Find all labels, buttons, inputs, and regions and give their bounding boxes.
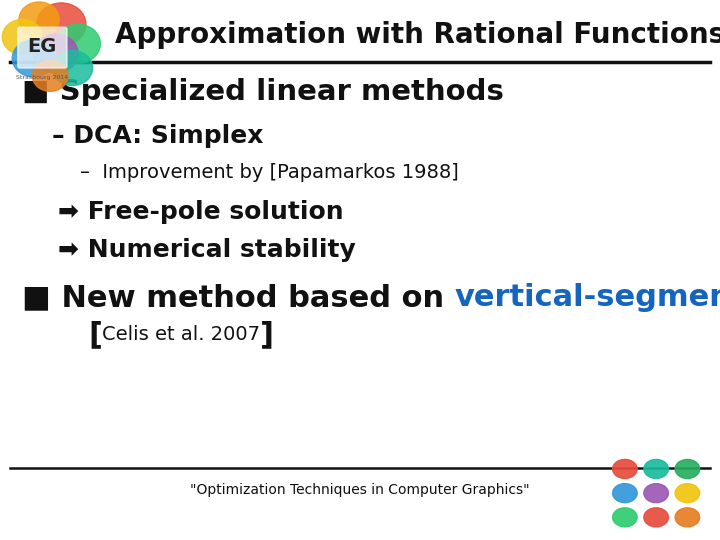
Text: ➡ Free-pole solution: ➡ Free-pole solution bbox=[58, 200, 343, 224]
Circle shape bbox=[53, 51, 93, 85]
Text: –  Improvement by [Papamarkos 1988]: – Improvement by [Papamarkos 1988] bbox=[80, 163, 459, 181]
Circle shape bbox=[32, 60, 68, 91]
Circle shape bbox=[12, 40, 55, 77]
Circle shape bbox=[613, 508, 637, 527]
Circle shape bbox=[37, 3, 86, 46]
Circle shape bbox=[644, 484, 668, 503]
Text: – DCA: Simplex: – DCA: Simplex bbox=[52, 124, 264, 148]
Circle shape bbox=[33, 34, 78, 73]
FancyBboxPatch shape bbox=[18, 27, 67, 68]
Text: EG: EG bbox=[28, 37, 57, 56]
Text: ■ New method based on: ■ New method based on bbox=[22, 284, 455, 313]
Text: Celis et al. 2007: Celis et al. 2007 bbox=[102, 326, 260, 345]
Circle shape bbox=[675, 508, 700, 527]
Text: ]: ] bbox=[260, 321, 274, 349]
Text: [: [ bbox=[88, 321, 102, 349]
Circle shape bbox=[675, 484, 700, 503]
Circle shape bbox=[644, 508, 668, 527]
Circle shape bbox=[644, 460, 668, 478]
Text: Approximation with Rational Functions: Approximation with Rational Functions bbox=[115, 21, 720, 49]
Text: ■ Specialized linear methods: ■ Specialized linear methods bbox=[22, 78, 504, 106]
Circle shape bbox=[675, 460, 700, 478]
Text: Strasbourg 2014: Strasbourg 2014 bbox=[17, 75, 68, 80]
Circle shape bbox=[19, 2, 59, 37]
Text: "Optimization Techniques in Computer Graphics": "Optimization Techniques in Computer Gra… bbox=[190, 483, 530, 497]
Circle shape bbox=[55, 24, 101, 63]
Text: vertical-segment: vertical-segment bbox=[455, 284, 720, 313]
Circle shape bbox=[613, 460, 637, 478]
Text: ➡ Numerical stability: ➡ Numerical stability bbox=[58, 238, 356, 262]
Circle shape bbox=[2, 19, 42, 55]
Circle shape bbox=[613, 484, 637, 503]
